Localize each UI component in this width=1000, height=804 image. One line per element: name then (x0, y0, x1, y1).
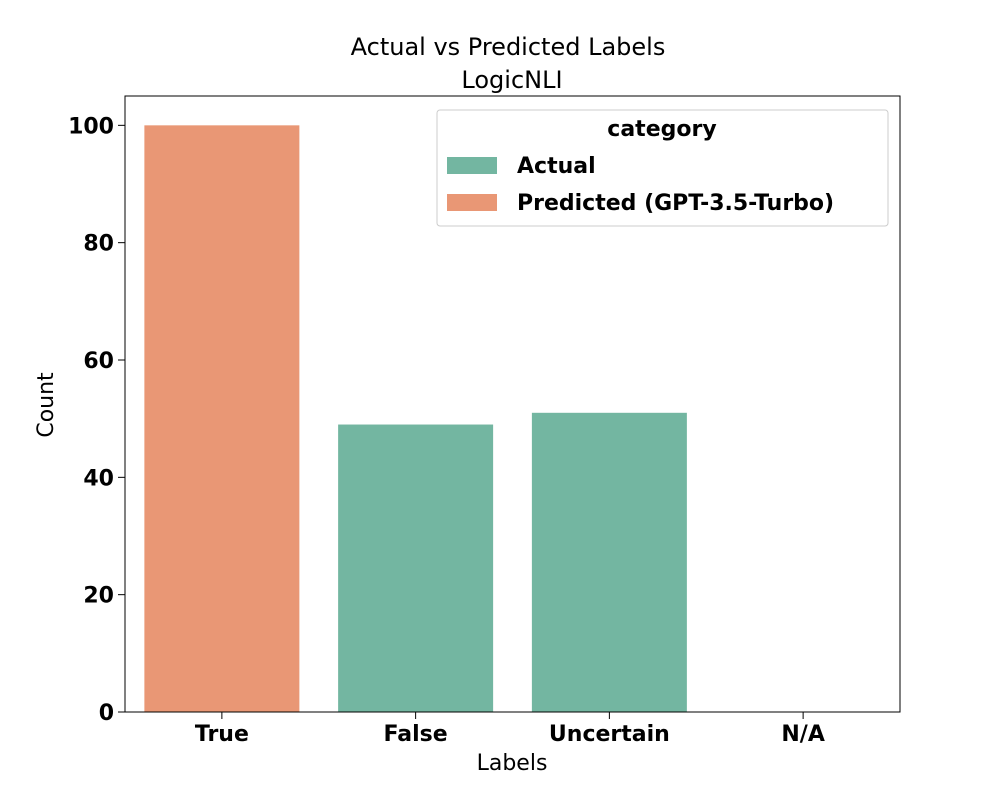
x-tick-label: N/A (781, 722, 824, 747)
y-tick-label: 0 (99, 701, 114, 726)
y-axis-ticks: 0 20 40 60 80 100 (68, 114, 125, 726)
chart-subtitle: LogicNLI (461, 66, 562, 94)
plot-frame (124, 95, 901, 713)
x-axis-ticks: True False Uncertain N/A (195, 712, 825, 747)
bar-actual-false (338, 424, 494, 712)
x-axis-label: Labels (477, 751, 548, 776)
legend-title: category (607, 117, 716, 142)
legend-swatch-predicted (447, 194, 497, 211)
legend-frame (436, 109, 889, 227)
x-tick-label: True (195, 722, 249, 747)
x-tick-label: Uncertain (549, 722, 670, 747)
y-axis-label: Count (34, 372, 59, 438)
bar-actual-uncertain (531, 412, 687, 712)
legend: category Actual Predicted (GPT-3.5-Turbo… (436, 109, 889, 227)
chart-title: Actual vs Predicted Labels (351, 33, 666, 61)
bars-layer (144, 125, 687, 713)
legend-label-actual: Actual (517, 154, 596, 179)
x-tick-label: False (384, 722, 448, 747)
y-tick-label: 20 (83, 584, 114, 609)
y-tick-label: 40 (83, 466, 114, 491)
bar-predicted-gpt-3-5-turbo-true (144, 125, 300, 713)
y-tick-label: 100 (68, 114, 114, 139)
legend-label-predicted: Predicted (GPT-3.5-Turbo) (517, 191, 834, 216)
y-tick-label: 60 (83, 349, 114, 374)
y-tick-label: 80 (83, 232, 114, 257)
legend-swatch-actual (447, 157, 497, 174)
